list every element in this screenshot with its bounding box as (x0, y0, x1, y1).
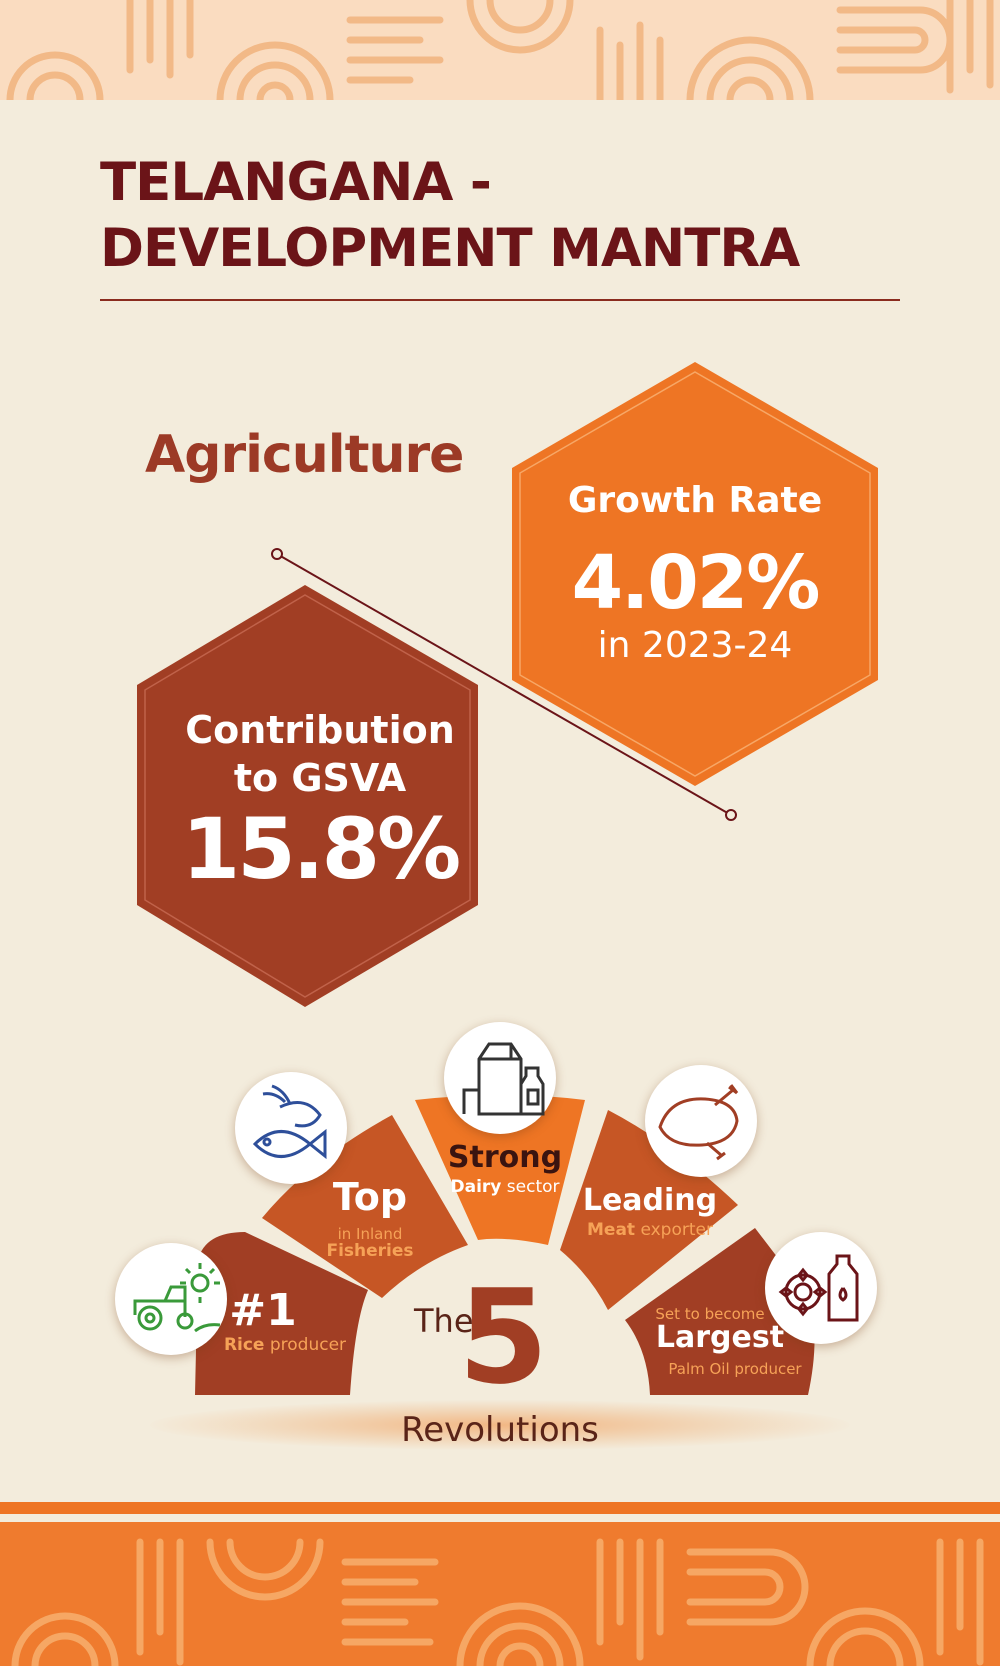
dairy-rest: sector (501, 1177, 560, 1197)
dairy-bold: Dairy (450, 1177, 502, 1197)
milk-icon (444, 1022, 556, 1134)
base-glow (150, 1400, 850, 1450)
shrimp-fish-icon (235, 1072, 347, 1184)
revolutions-the: The (414, 1302, 474, 1340)
connector-dot-start (271, 548, 283, 560)
title-line-2: DEVELOPMENT MANTRA (100, 218, 800, 279)
connector-dot-end (725, 809, 737, 821)
dairy-headline: Strong (447, 1140, 563, 1175)
meat-bold: Meat (587, 1220, 636, 1240)
section-heading: Agriculture (145, 425, 464, 485)
dairy-description: Dairy sector (440, 1178, 570, 1197)
growth-rate-label: Growth Rate (567, 480, 823, 521)
growth-rate-value: 4.02% (571, 540, 821, 626)
fisheries-headline: Top (332, 1175, 408, 1219)
sunflower-oil-icon (765, 1232, 877, 1344)
contribution-label-line-1: Contribution (185, 708, 455, 752)
rice-rest: producer (264, 1335, 347, 1355)
palm-headline: Largest (655, 1320, 785, 1355)
bottom-decorative-pattern (0, 1502, 1000, 1666)
revolutions-label: Revolutions (401, 1410, 599, 1450)
title-divider (100, 299, 900, 301)
meat-headline: Leading (582, 1183, 718, 1218)
rice-headline: #1 (229, 1285, 297, 1336)
contribution-value: 15.8% (181, 800, 461, 898)
meat-rest: exporter (635, 1220, 713, 1240)
fisheries-sub-1: in Inland (337, 1225, 403, 1243)
title-line-1: TELANGANA - (100, 152, 492, 213)
fisheries-sub-2: Fisheries (326, 1241, 414, 1261)
rice-bold: Rice (223, 1335, 265, 1355)
palm-pre: Set to become (655, 1305, 765, 1323)
meat-description: Meat exporter (575, 1221, 725, 1240)
page-title: TELANGANA - DEVELOPMENT MANTRA (100, 150, 900, 282)
tractor-sun-icon (115, 1243, 227, 1355)
chicken-icon (645, 1065, 757, 1177)
palm-post: Palm Oil producer (668, 1360, 802, 1378)
rice-description: Rice producer (210, 1336, 360, 1355)
contribution-label-line-2: to GSVA (233, 756, 407, 800)
top-decorative-pattern (0, 0, 1000, 100)
revolutions-number: 5 (458, 1261, 549, 1413)
growth-rate-period: in 2023-24 (597, 625, 793, 666)
